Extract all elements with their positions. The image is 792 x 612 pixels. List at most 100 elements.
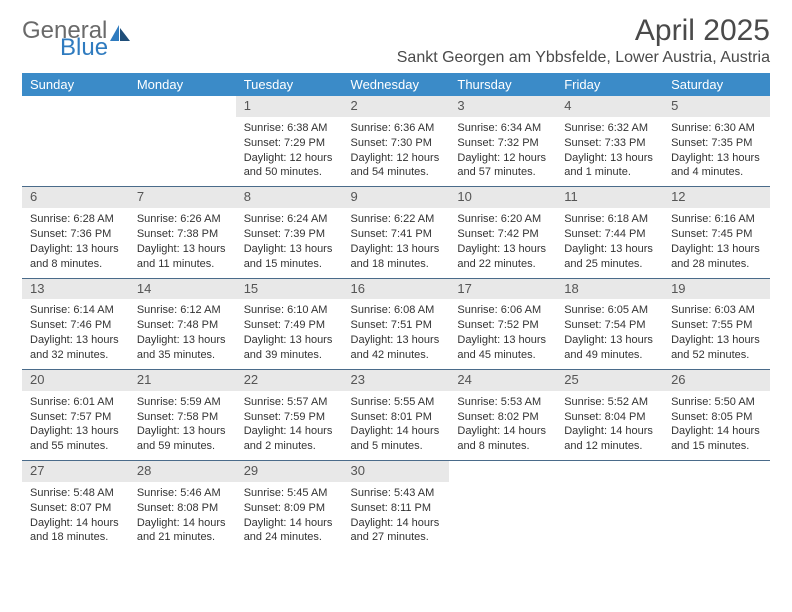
day-details: Sunrise: 6:24 AMSunset: 7:39 PMDaylight:… — [236, 208, 343, 277]
daylight-text: Daylight: 13 hours and 45 minutes. — [457, 333, 548, 363]
day-details: Sunrise: 6:30 AMSunset: 7:35 PMDaylight:… — [663, 117, 770, 186]
daylight-text: Daylight: 13 hours and 4 minutes. — [671, 151, 762, 181]
calendar-body: 1Sunrise: 6:38 AMSunset: 7:29 PMDaylight… — [22, 96, 770, 551]
weekday-header-friday: Friday — [556, 73, 663, 96]
daylight-text: Daylight: 14 hours and 24 minutes. — [244, 516, 335, 546]
day-details: Sunrise: 5:46 AMSunset: 8:08 PMDaylight:… — [129, 482, 236, 551]
day-details: Sunrise: 6:32 AMSunset: 7:33 PMDaylight:… — [556, 117, 663, 186]
day-details: Sunrise: 6:18 AMSunset: 7:44 PMDaylight:… — [556, 208, 663, 277]
calendar-day-cell: 2Sunrise: 6:36 AMSunset: 7:30 PMDaylight… — [343, 96, 450, 187]
calendar-table: SundayMondayTuesdayWednesdayThursdayFrid… — [22, 73, 770, 551]
day-number: 11 — [556, 187, 663, 208]
daylight-text: Daylight: 14 hours and 21 minutes. — [137, 516, 228, 546]
sunset-text: Sunset: 7:41 PM — [351, 227, 442, 242]
calendar-day-cell: 16Sunrise: 6:08 AMSunset: 7:51 PMDayligh… — [343, 278, 450, 369]
calendar-day-cell: 30 Sunrise: 5:43 AMSunset: 8:11 PMDayligh… — [343, 461, 450, 552]
sunrise-text: Sunrise: 6:36 AM — [351, 121, 442, 136]
sunset-text: Sunset: 7:46 PM — [30, 318, 121, 333]
day-number: 2 — [343, 96, 450, 117]
daylight-text: Daylight: 13 hours and 18 minutes. — [351, 242, 442, 272]
weekday-header-tuesday: Tuesday — [236, 73, 343, 96]
calendar-day-cell: 23Sunrise: 5:55 AMSunset: 8:01 PMDayligh… — [343, 369, 450, 460]
calendar-day-cell: 19Sunrise: 6:03 AMSunset: 7:55 PMDayligh… — [663, 278, 770, 369]
sunset-text: Sunset: 7:33 PM — [564, 136, 655, 151]
calendar-day-cell: 3 Sunrise: 6:34 AMSunset: 7:32 PMDaylight… — [449, 96, 556, 187]
daylight-text: Daylight: 14 hours and 8 minutes. — [457, 424, 548, 454]
sunset-text: Sunset: 7:54 PM — [564, 318, 655, 333]
daylight-text: Daylight: 14 hours and 12 minutes. — [564, 424, 655, 454]
page-header: GeneralBlue April 2025 Sankt Georgen am … — [22, 14, 770, 67]
day-details: Sunrise: 6:38 AMSunset: 7:29 PMDaylight:… — [236, 117, 343, 186]
sunrise-text: Sunrise: 5:43 AM — [351, 486, 442, 501]
daylight-text: Daylight: 14 hours and 2 minutes. — [244, 424, 335, 454]
sunrise-text: Sunrise: 6:22 AM — [351, 212, 442, 227]
day-details: Sunrise: 5:52 AMSunset: 8:04 PMDaylight:… — [556, 391, 663, 460]
day-details: Sunrise: 6:22 AMSunset: 7:41 PMDaylight:… — [343, 208, 450, 277]
daylight-text: Daylight: 14 hours and 27 minutes. — [351, 516, 442, 546]
day-number: 17 — [449, 279, 556, 300]
sunset-text: Sunset: 7:45 PM — [671, 227, 762, 242]
calendar-day-cell: 22Sunrise: 5:57 AMSunset: 7:59 PMDayligh… — [236, 369, 343, 460]
daylight-text: Daylight: 13 hours and 8 minutes. — [30, 242, 121, 272]
day-details: Sunrise: 6:05 AMSunset: 7:54 PMDaylight:… — [556, 299, 663, 368]
day-details: Sunrise: 6:36 AMSunset: 7:30 PMDaylight:… — [343, 117, 450, 186]
sunset-text: Sunset: 8:11 PM — [351, 501, 442, 516]
day-details: Sunrise: 6:03 AMSunset: 7:55 PMDaylight:… — [663, 299, 770, 368]
calendar-day-cell: 28Sunrise: 5:46 AMSunset: 8:08 PMDayligh… — [129, 461, 236, 552]
calendar-day-cell: 24Sunrise: 5:53 AMSunset: 8:02 PMDayligh… — [449, 369, 556, 460]
calendar-day-cell — [556, 461, 663, 552]
day-number: 22 — [236, 370, 343, 391]
sunset-text: Sunset: 8:04 PM — [564, 410, 655, 425]
day-number: 21 — [129, 370, 236, 391]
sunrise-text: Sunrise: 6:34 AM — [457, 121, 548, 136]
calendar-day-cell: 17Sunrise: 6:06 AMSunset: 7:52 PMDayligh… — [449, 278, 556, 369]
calendar-day-cell: 15Sunrise: 6:10 AMSunset: 7:49 PMDayligh… — [236, 278, 343, 369]
sunset-text: Sunset: 7:59 PM — [244, 410, 335, 425]
calendar-day-cell: 27Sunrise: 5:48 AMSunset: 8:07 PMDayligh… — [22, 461, 129, 552]
daylight-text: Daylight: 13 hours and 22 minutes. — [457, 242, 548, 272]
sunset-text: Sunset: 8:05 PM — [671, 410, 762, 425]
calendar-day-cell: 8Sunrise: 6:24 AMSunset: 7:39 PMDaylight… — [236, 187, 343, 278]
calendar-day-cell: 1Sunrise: 6:38 AMSunset: 7:29 PMDaylight… — [236, 96, 343, 187]
day-details: Sunrise: 6:14 AMSunset: 7:46 PMDaylight:… — [22, 299, 129, 368]
calendar-week-row: 27Sunrise: 5:48 AMSunset: 8:07 PMDayligh… — [22, 461, 770, 552]
title-block: April 2025 Sankt Georgen am Ybbsfelde, L… — [397, 14, 770, 67]
day-number: 4 — [556, 96, 663, 117]
sunset-text: Sunset: 7:49 PM — [244, 318, 335, 333]
sunset-text: Sunset: 7:52 PM — [457, 318, 548, 333]
sunrise-text: Sunrise: 5:52 AM — [564, 395, 655, 410]
sunset-text: Sunset: 7:39 PM — [244, 227, 335, 242]
daylight-text: Daylight: 13 hours and 42 minutes. — [351, 333, 442, 363]
sunrise-text: Sunrise: 6:14 AM — [30, 303, 121, 318]
day-number: 5 — [663, 96, 770, 117]
day-number: 29 — [236, 461, 343, 482]
day-number: 3 — [449, 96, 556, 117]
sunset-text: Sunset: 8:02 PM — [457, 410, 548, 425]
daylight-text: Daylight: 12 hours and 54 minutes. — [351, 151, 442, 181]
sunset-text: Sunset: 7:29 PM — [244, 136, 335, 151]
sunset-text: Sunset: 7:58 PM — [137, 410, 228, 425]
sunrise-text: Sunrise: 5:50 AM — [671, 395, 762, 410]
calendar-week-row: 13Sunrise: 6:14 AMSunset: 7:46 PMDayligh… — [22, 278, 770, 369]
weekday-header-monday: Monday — [129, 73, 236, 96]
daylight-text: Daylight: 14 hours and 15 minutes. — [671, 424, 762, 454]
day-details: Sunrise: 6:01 AMSunset: 7:57 PMDaylight:… — [22, 391, 129, 460]
day-number: 12 — [663, 187, 770, 208]
calendar-week-row: 1Sunrise: 6:38 AMSunset: 7:29 PMDaylight… — [22, 96, 770, 187]
weekday-header-wednesday: Wednesday — [343, 73, 450, 96]
daylight-text: Daylight: 13 hours and 52 minutes. — [671, 333, 762, 363]
sunrise-text: Sunrise: 6:18 AM — [564, 212, 655, 227]
day-number: 8 — [236, 187, 343, 208]
daylight-text: Daylight: 12 hours and 57 minutes. — [457, 151, 548, 181]
day-details: Sunrise: 5:57 AMSunset: 7:59 PMDaylight:… — [236, 391, 343, 460]
day-number: 30 — [343, 461, 450, 482]
sunset-text: Sunset: 7:32 PM — [457, 136, 548, 151]
calendar-day-cell: 18Sunrise: 6:05 AMSunset: 7:54 PMDayligh… — [556, 278, 663, 369]
sunrise-text: Sunrise: 5:48 AM — [30, 486, 121, 501]
sunrise-text: Sunrise: 6:38 AM — [244, 121, 335, 136]
sunrise-text: Sunrise: 5:57 AM — [244, 395, 335, 410]
sunset-text: Sunset: 7:51 PM — [351, 318, 442, 333]
sunset-text: Sunset: 7:36 PM — [30, 227, 121, 242]
calendar-day-cell: 25Sunrise: 5:52 AMSunset: 8:04 PMDayligh… — [556, 369, 663, 460]
calendar-day-cell — [129, 96, 236, 187]
